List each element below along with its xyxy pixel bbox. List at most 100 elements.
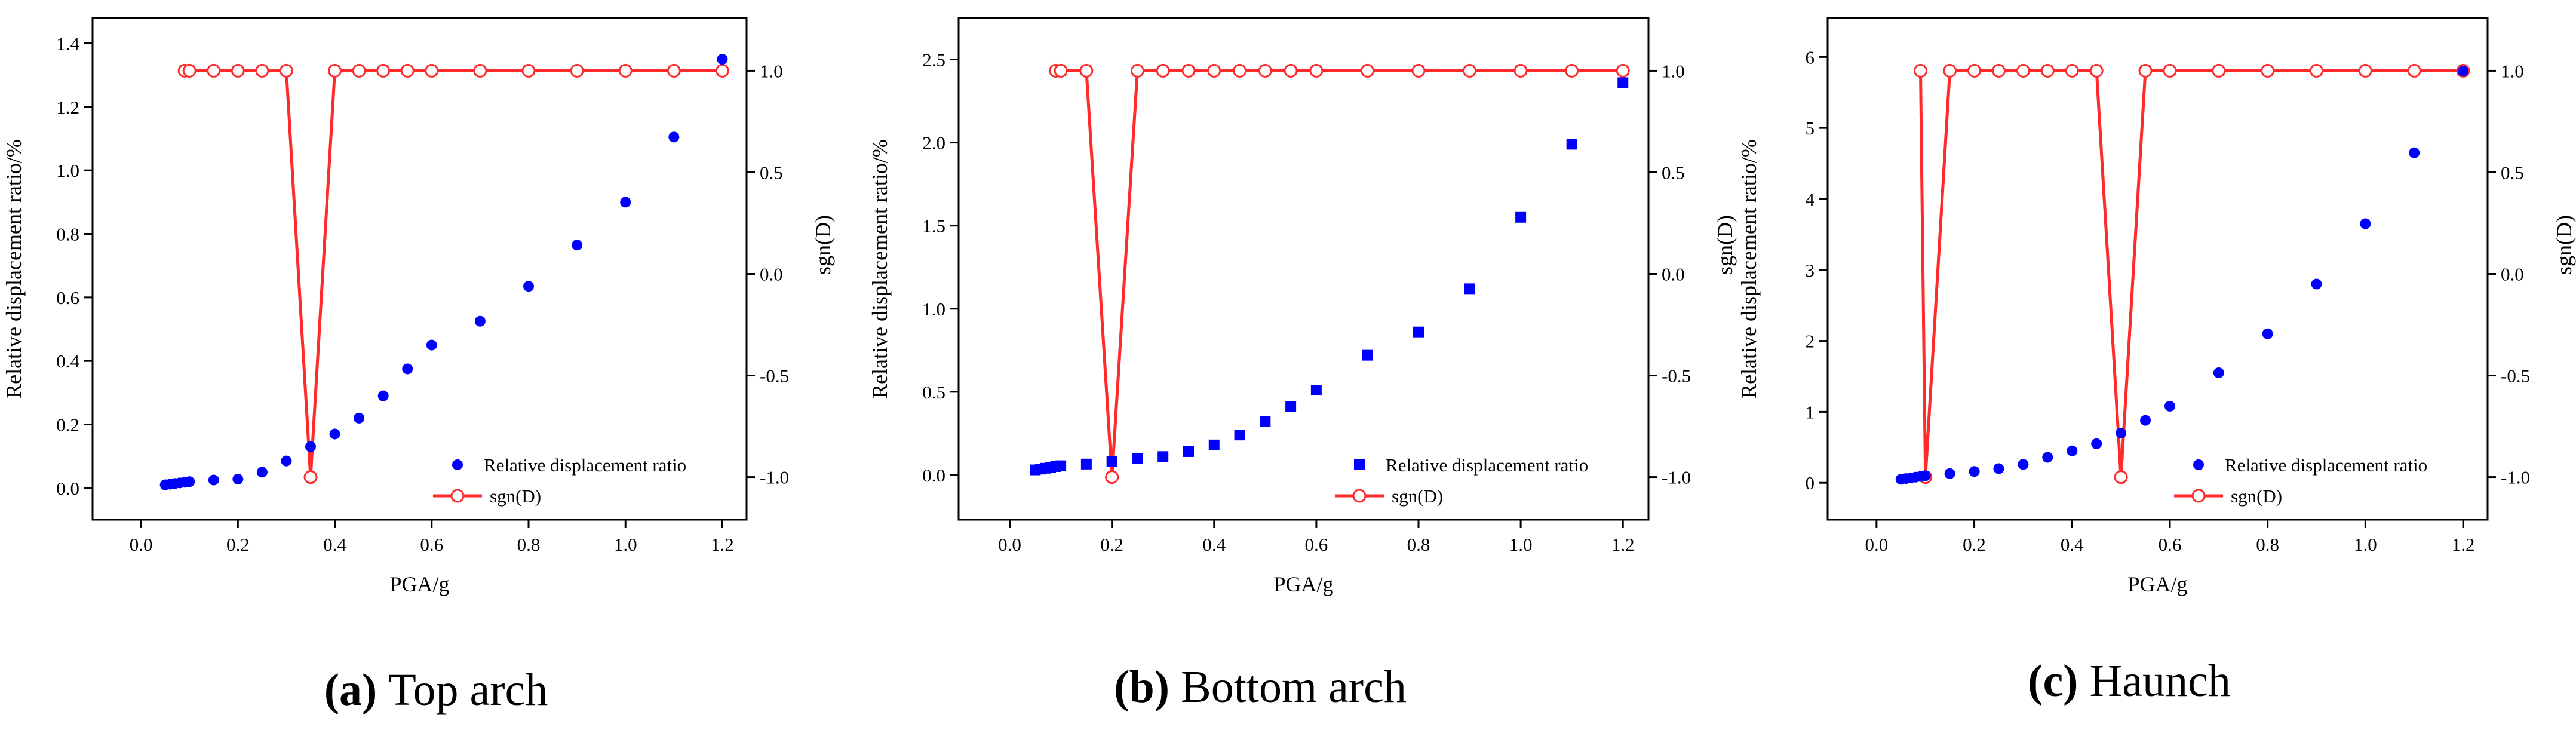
- x-tick-label: 0.8: [1407, 534, 1430, 555]
- ratio-point: [377, 390, 389, 401]
- y2-tick-label: -1.0: [1662, 467, 1691, 488]
- caption-text: Top arch: [377, 665, 548, 715]
- sgn-point: [1079, 63, 1094, 78]
- sgn-point: [570, 63, 584, 78]
- ratio-point: [281, 455, 292, 467]
- y-tick-label: 0.6: [56, 287, 79, 308]
- y2-axis-label: sgn(D): [2552, 215, 2576, 275]
- sgn-point: [473, 63, 487, 78]
- x-tick-label: 1.2: [711, 534, 734, 555]
- y-tick-label: 0.8: [56, 224, 79, 245]
- legend-ratio-marker: [452, 459, 463, 470]
- y2-tick-label: -1.0: [2501, 467, 2530, 488]
- x-tick-label: 0.0: [130, 534, 153, 555]
- ratio-point: [256, 467, 268, 478]
- sgn-point: [1914, 63, 1928, 78]
- x-tick-label: 0.8: [2256, 534, 2279, 555]
- sgn-point: [1943, 63, 1957, 78]
- ratio-point: [2164, 400, 2175, 412]
- sgn-point: [2138, 63, 2153, 78]
- sgn-point: [1207, 63, 1221, 78]
- y2-tick-label: -1.0: [760, 467, 789, 488]
- ratio-point: [2213, 367, 2224, 379]
- ratio-point: [2360, 218, 2371, 229]
- ratio-point: [1515, 211, 1527, 223]
- ratio-point: [1234, 430, 1245, 441]
- y-tick-label: 1.5: [922, 216, 945, 237]
- sgn-line: [1919, 69, 2464, 477]
- panel-caption: (b) Bottom arch: [1114, 662, 1407, 712]
- ratio-point: [2409, 147, 2420, 158]
- ratio-point: [2458, 66, 2469, 77]
- caption-letter: (a): [324, 665, 377, 715]
- sgn-point: [2089, 63, 2104, 78]
- ratio-point: [1055, 460, 1067, 471]
- ratio-point: [1260, 416, 1271, 427]
- legend-sgn-marker: [1352, 489, 1367, 503]
- sgn-point: [1360, 63, 1374, 78]
- y2-axis-label: sgn(D): [811, 215, 835, 275]
- caption-letter: (b): [1114, 662, 1169, 712]
- sgn-point: [2065, 63, 2079, 78]
- ratio-point: [1106, 456, 1117, 467]
- y2-tick-label: 0.5: [2501, 162, 2524, 183]
- y-tick-label: 0.2: [56, 415, 79, 435]
- x-tick-label: 1.0: [2354, 534, 2377, 555]
- ratio-point: [2262, 328, 2273, 339]
- sgn-point: [352, 63, 366, 78]
- sgn-point: [2040, 63, 2055, 78]
- x-axis-label: PGA/g: [2127, 572, 2187, 596]
- legend: Relative displacement ratio sgn(D): [1335, 455, 1588, 507]
- ratio-point: [2140, 415, 2151, 426]
- legend-sgn-marker: [450, 489, 465, 503]
- sgn-point: [667, 63, 681, 78]
- y-tick-label: 0: [1806, 473, 1815, 493]
- sgn-point: [2310, 63, 2324, 78]
- ratio-point: [668, 131, 680, 143]
- x-tick-label: 1.2: [1611, 534, 1635, 555]
- legend-ratio-label: Relative displacement ratio: [1386, 455, 1588, 476]
- sgn-point: [1513, 63, 1528, 78]
- y2-tick-label: 1.0: [760, 60, 783, 81]
- y-tick-label: 1.0: [56, 160, 79, 181]
- legend-sgn-label: sgn(D): [1392, 486, 1443, 507]
- y-tick-label: 0.4: [56, 351, 79, 372]
- sgn-point: [1991, 63, 2006, 78]
- x-tick-label: 0.6: [2159, 534, 2182, 555]
- sgn-point: [1463, 63, 1477, 78]
- sgn-point: [2114, 470, 2128, 484]
- ratio-point: [1132, 453, 1143, 464]
- legend-sgn-label: sgn(D): [490, 486, 541, 507]
- ratio-point: [184, 476, 195, 487]
- sgn-point: [207, 63, 221, 78]
- sgn-point: [715, 63, 729, 78]
- ratio-point: [1157, 451, 1169, 462]
- y2-tick-label: 1.0: [1662, 60, 1685, 81]
- legend: Relative displacement ratio sgn(D): [433, 455, 686, 507]
- sgn-point: [1258, 63, 1272, 78]
- ratio-point: [1617, 77, 1629, 88]
- x-tick-label: 0.4: [323, 534, 346, 555]
- x-tick-label: 0.6: [420, 534, 443, 555]
- y-tick-label: 5: [1806, 118, 1815, 139]
- sgn-point: [400, 63, 415, 78]
- ratio-point: [1944, 468, 1955, 479]
- ratio-point: [354, 412, 365, 424]
- ratio-point: [620, 197, 631, 208]
- y2-tick-label: -0.5: [1662, 366, 1691, 387]
- ratio-point: [2042, 452, 2053, 463]
- sgn-point: [2407, 63, 2421, 78]
- panel-caption: (c) Haunch: [2028, 656, 2231, 706]
- legend: Relative displacement ratio sgn(D): [2174, 455, 2427, 507]
- y2-tick-label: -0.5: [2501, 366, 2530, 387]
- x-tick-label: 0.2: [226, 534, 250, 555]
- sgn-point: [1309, 63, 1324, 78]
- caption-text: Bottom arch: [1169, 662, 1407, 712]
- y-axis-label: Relative displacement ratio/%: [1737, 139, 1761, 398]
- sgn-point: [1233, 63, 1247, 78]
- ratio-point: [402, 363, 413, 375]
- sgn-point: [1565, 63, 1579, 78]
- sgn-point: [376, 63, 391, 78]
- y-tick-label: 1: [1806, 401, 1815, 422]
